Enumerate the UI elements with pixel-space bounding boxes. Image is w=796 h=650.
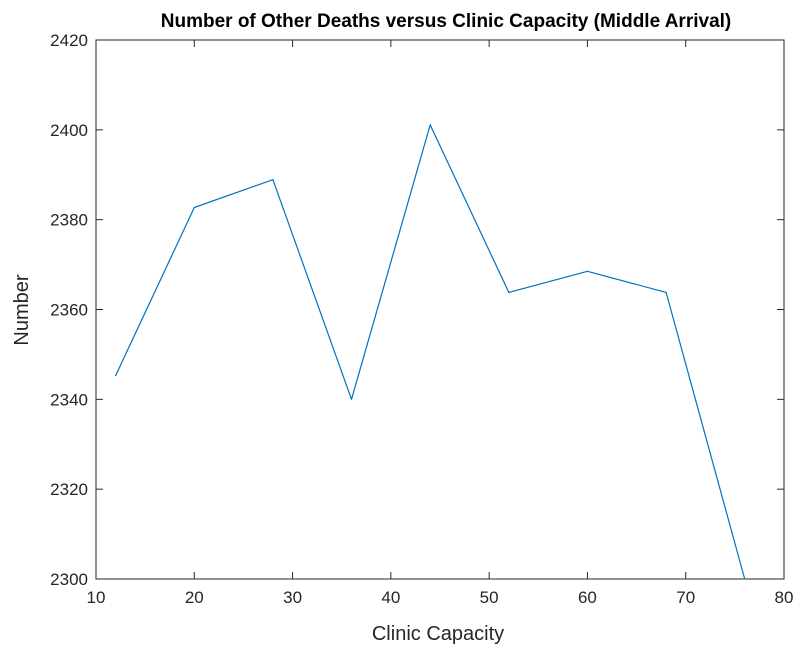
x-tick-label: 50 [480, 588, 499, 607]
y-axis: 2300 2320 2340 2360 2380 2400 2420 [50, 31, 784, 589]
x-tick-label: 40 [381, 588, 400, 607]
y-axis-label: Number [11, 274, 33, 345]
x-tick-label: 10 [87, 588, 106, 607]
chart-title: Number of Other Deaths versus Clinic Cap… [161, 11, 732, 32]
data-point [586, 270, 589, 272]
data-point [744, 578, 746, 580]
x-tick-label: 70 [676, 588, 695, 607]
y-tick-label: 2360 [50, 301, 88, 320]
series-group [115, 124, 746, 580]
data-point [429, 124, 431, 126]
data-point [350, 398, 353, 400]
data-point [665, 291, 667, 294]
x-tick-label: 30 [283, 588, 302, 607]
data-point [272, 179, 274, 181]
x-tick-label: 60 [578, 588, 597, 607]
plot-area [95, 39, 785, 580]
y-tick-label: 2300 [50, 570, 88, 589]
x-tick-label: 80 [775, 588, 794, 607]
x-tick-label: 20 [185, 588, 204, 607]
y-tick-label: 2380 [50, 211, 88, 230]
data-point [193, 206, 195, 209]
data-point [115, 374, 117, 377]
data-point [508, 291, 510, 294]
y-tick-label: 2420 [50, 31, 88, 50]
y-tick-label: 2400 [50, 121, 88, 140]
x-axis-label: Clinic Capacity [372, 623, 504, 645]
y-tick-label: 2340 [50, 390, 88, 409]
x-axis: 10 20 30 40 50 60 70 80 [87, 40, 794, 607]
y-tick-label: 2320 [50, 480, 88, 499]
